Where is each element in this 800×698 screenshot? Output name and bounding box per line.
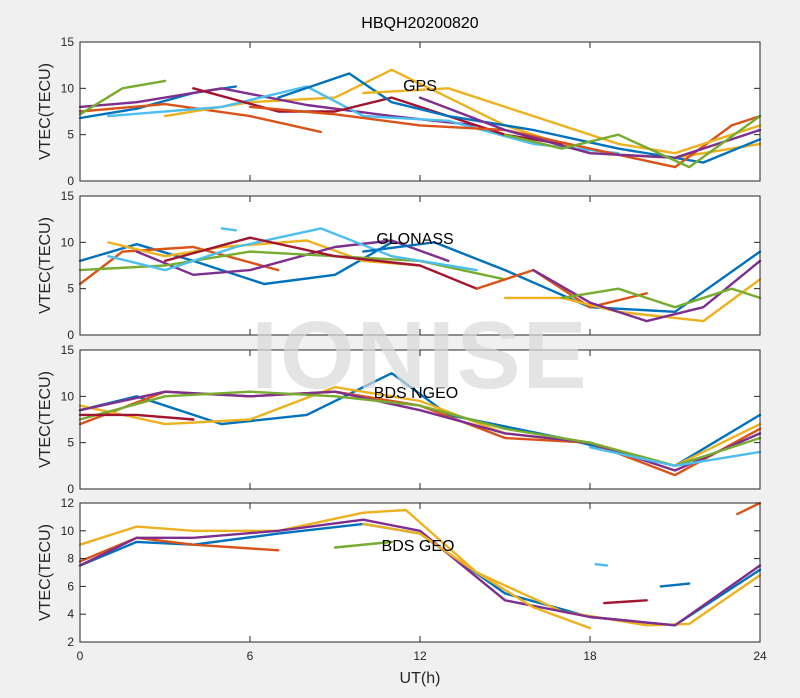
series-line <box>78 518 762 627</box>
y-tick-label: 12 <box>61 496 75 510</box>
y-tick-label: 5 <box>67 436 74 450</box>
series-line <box>603 599 648 605</box>
x-tick-label: 18 <box>583 649 597 663</box>
series-line <box>78 79 167 116</box>
y-tick-label: 5 <box>67 128 74 142</box>
panel-label: GPS <box>403 78 437 95</box>
y-tick-label: 10 <box>61 389 75 403</box>
panel-label: BDS GEO <box>382 538 455 555</box>
panel-label: BDS NGEO <box>374 385 458 402</box>
x-axis-title: UT(h) <box>400 670 441 687</box>
series-line <box>594 563 609 567</box>
y-tick-label: 15 <box>61 35 75 49</box>
watermark-text: IONISE <box>251 302 588 409</box>
x-tick-label: 0 <box>77 649 84 663</box>
series-line <box>362 87 762 155</box>
y-tick-label: 4 <box>67 607 74 621</box>
panel-label: GLONASS <box>376 231 453 248</box>
y-tick-label: 0 <box>67 482 74 496</box>
series-line <box>475 268 648 309</box>
series-line <box>107 85 620 155</box>
series-line <box>248 105 762 169</box>
series-line <box>418 96 762 159</box>
series-line <box>277 72 762 164</box>
series-line <box>503 114 762 169</box>
series-line <box>78 390 762 467</box>
series-line <box>560 287 762 309</box>
plot-area <box>80 503 760 642</box>
y-tick-label: 10 <box>61 235 75 249</box>
series-line <box>135 239 450 276</box>
x-tick-label: 12 <box>413 649 427 663</box>
y-axis-title: VTEC(TECU) <box>37 63 54 160</box>
series-line <box>163 236 478 290</box>
series-line <box>78 390 762 472</box>
y-tick-label: 10 <box>61 81 75 95</box>
series-line <box>107 239 422 267</box>
y-axis-title: VTEC(TECU) <box>37 524 54 621</box>
x-tick-label: 6 <box>247 649 254 663</box>
series-line <box>333 540 393 549</box>
chart-panels: 0 5 10 15 VTEC(TECU) GPS 0 5 10 15 VTEC(TECU) GLONA… <box>37 35 767 663</box>
series-line <box>362 522 592 630</box>
series-line <box>659 582 691 588</box>
panel-1: 0 5 10 15 VTEC(TECU) GPS <box>37 35 762 188</box>
x-tick-label: 24 <box>753 649 767 663</box>
y-axis-title: VTEC(TECU) <box>37 371 54 468</box>
y-tick-label: 8 <box>67 552 74 566</box>
series-line <box>588 446 762 467</box>
panel-3: 0 5 10 15 VTEC(TECU) BDS NGEO <box>37 343 762 496</box>
y-tick-label: 10 <box>61 524 75 538</box>
series-line <box>220 227 237 232</box>
y-tick-label: 15 <box>61 343 75 357</box>
y-tick-label: 5 <box>67 282 74 296</box>
y-axis-title: VTEC(TECU) <box>37 217 54 314</box>
plot-area <box>80 42 760 181</box>
series-line <box>736 501 762 516</box>
y-tick-label: 6 <box>67 579 74 593</box>
series-line <box>78 413 195 421</box>
y-tick-label: 0 <box>67 174 74 188</box>
series-line <box>107 227 478 272</box>
y-tick-label: 2 <box>67 635 74 649</box>
panel-2: 0 5 10 15 VTEC(TECU) GLONASS <box>37 189 762 342</box>
y-tick-label: 0 <box>67 328 74 342</box>
chart-title: HBQH20200820 <box>361 15 479 32</box>
series-line <box>78 536 280 563</box>
y-tick-label: 15 <box>61 189 75 203</box>
